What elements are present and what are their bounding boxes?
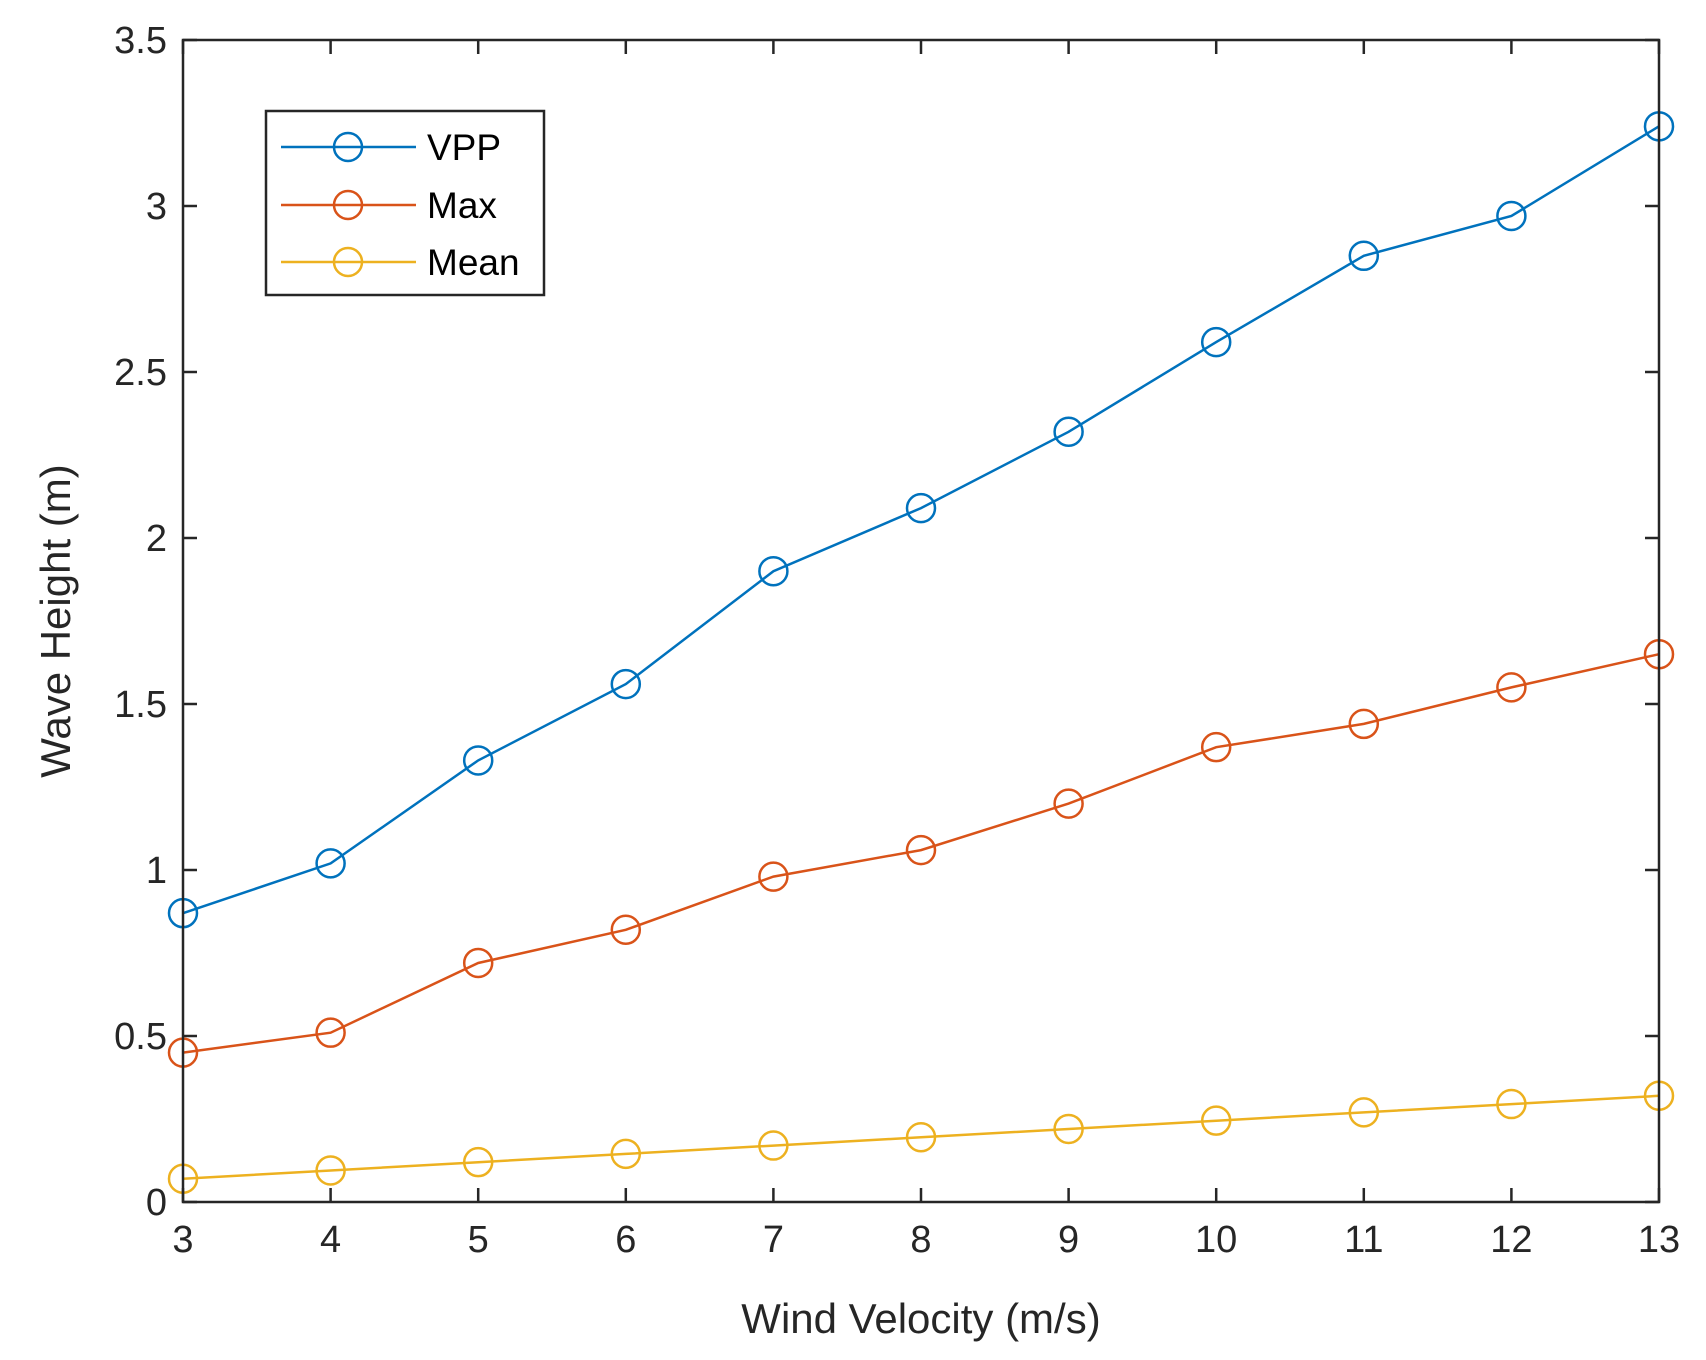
- x-tick-label: 8: [910, 1219, 931, 1261]
- data-point-mean: [905, 1122, 937, 1153]
- data-point-max: [905, 834, 937, 866]
- data-point-mean: [315, 1155, 346, 1186]
- data-point-vpp: [315, 848, 346, 879]
- series-line-mean: [182, 1094, 1660, 1181]
- data-point-vpp: [758, 555, 789, 587]
- data-point-mean: [758, 1130, 789, 1161]
- legend-label-max: Max: [427, 185, 497, 226]
- legend-label-mean: Mean: [427, 242, 520, 283]
- x-tick-label: 11: [1344, 1219, 1383, 1261]
- data-point-max: [758, 861, 789, 892]
- x-tick-label: 12: [1490, 1219, 1532, 1261]
- data-point-mean: [1053, 1113, 1084, 1145]
- x-tick-label: 4: [320, 1219, 341, 1261]
- data-point-mean: [1496, 1088, 1527, 1120]
- data-point-max: [1348, 708, 1380, 740]
- y-tick-label: 3.5: [114, 20, 167, 62]
- data-point-mean: [1348, 1097, 1380, 1128]
- data-point-max: [610, 914, 642, 946]
- data-point-max: [1053, 788, 1084, 819]
- x-tick-label: 3: [172, 1219, 193, 1261]
- data-point-vpp: [1053, 416, 1084, 448]
- data-point-mean: [1200, 1105, 1232, 1136]
- y-tick-label: 3: [146, 186, 167, 228]
- legend-marker-mean: [332, 246, 364, 278]
- x-axis-label: Wind Velocity (m/s): [741, 1295, 1100, 1342]
- data-point-mean: [610, 1138, 642, 1170]
- data-point-vpp: [462, 745, 494, 776]
- y-tick-label: 0.5: [114, 1016, 167, 1058]
- y-tick-label: 2: [146, 518, 167, 560]
- x-tick-label: 6: [615, 1219, 636, 1261]
- y-axis-label: Wave Height (m): [32, 464, 79, 778]
- legend-marker-max: [332, 189, 364, 221]
- series-line-max: [182, 652, 1660, 1054]
- legend-box: [264, 109, 546, 297]
- legend-marker-vpp: [332, 131, 364, 163]
- x-tick-label: 13: [1638, 1219, 1680, 1261]
- data-point-mean: [462, 1146, 494, 1178]
- x-tick-label: 10: [1195, 1219, 1237, 1261]
- x-tick-label: 5: [468, 1219, 489, 1261]
- y-tick-label: 0: [146, 1182, 167, 1224]
- data-point-vpp: [1200, 326, 1232, 358]
- data-point-max: [1496, 672, 1527, 703]
- data-point-vpp: [610, 668, 642, 700]
- y-tick-label: 1.5: [114, 684, 167, 726]
- data-point-vpp: [905, 492, 937, 524]
- x-tick-label: 9: [1058, 1219, 1079, 1261]
- legend-label-vpp: VPP: [427, 127, 501, 168]
- y-tick-label: 2.5: [114, 352, 167, 394]
- data-point-vpp: [1348, 240, 1380, 272]
- x-tick-label: 7: [763, 1219, 784, 1261]
- data-point-max: [315, 1017, 346, 1048]
- data-point-max: [1200, 731, 1232, 763]
- data-point-vpp: [1496, 200, 1527, 232]
- y-tick-label: 1: [146, 850, 167, 892]
- series-line-vpp: [182, 125, 1660, 915]
- legend: VPP Max Mean: [264, 109, 546, 297]
- data-point-max: [462, 947, 494, 979]
